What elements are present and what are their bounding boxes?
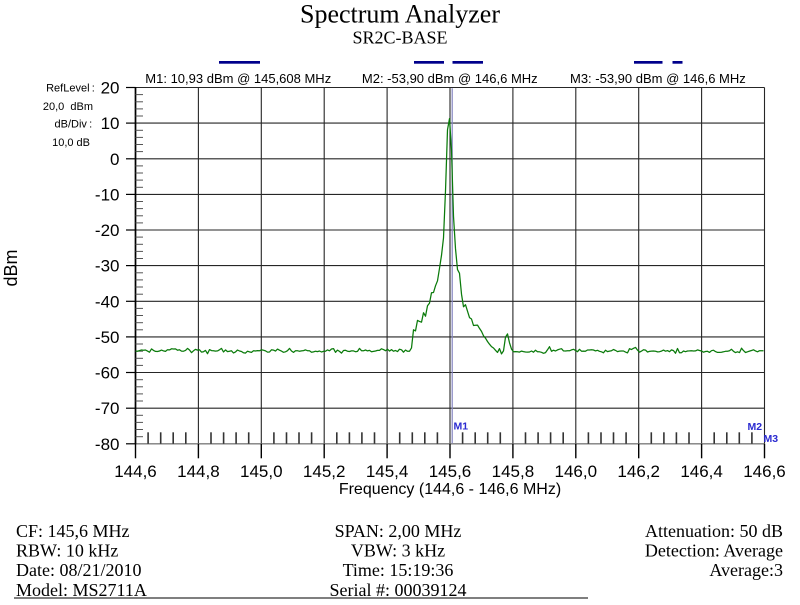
svg-text:144,6: 144,6: [114, 462, 157, 481]
svg-text:Serial #: 00039124: Serial #: 00039124: [330, 580, 467, 600]
svg-text:20,0 dBm: 20,0 dBm: [43, 101, 93, 113]
svg-text:-20: -20: [95, 221, 120, 240]
svg-text:Detection: Average: Detection: Average: [645, 541, 783, 561]
svg-text:146,6: 146,6: [743, 462, 786, 481]
svg-text:Date: 08/21/2010: Date: 08/21/2010: [16, 560, 141, 580]
svg-text:dBm: dBm: [1, 249, 21, 286]
svg-text:-80: -80: [95, 435, 120, 454]
svg-text:146,0: 146,0: [555, 462, 598, 481]
svg-text:Average:3: Average:3: [709, 560, 783, 580]
svg-text:10,0 dB: 10,0 dB: [52, 137, 90, 149]
svg-text:0: 0: [110, 150, 119, 169]
svg-text:M1: M1: [454, 421, 469, 433]
svg-text:20: 20: [101, 79, 120, 98]
svg-text:-50: -50: [95, 328, 120, 347]
svg-text:Frequency (144,6 - 146,6 MHz): Frequency (144,6 - 146,6 MHz): [339, 481, 561, 498]
svg-text:Spectrum Analyzer: Spectrum Analyzer: [300, 0, 500, 29]
svg-text:RBW: 10 kHz: RBW: 10 kHz: [16, 541, 118, 561]
svg-text:M2: -53,90 dBm @ 146,6 MHz: M2: -53,90 dBm @ 146,6 MHz: [362, 71, 538, 86]
svg-text:-70: -70: [95, 399, 120, 418]
svg-text:M3: -53,90 dBm @ 146,6 MHz: M3: -53,90 dBm @ 146,6 MHz: [570, 71, 746, 86]
svg-text:-40: -40: [95, 292, 120, 311]
svg-text:Attenuation: 50 dB: Attenuation: 50 dB: [645, 521, 783, 541]
svg-text:Model: MS2711A: Model: MS2711A: [16, 580, 147, 600]
svg-text:10: 10: [101, 114, 120, 133]
svg-text:144,8: 144,8: [177, 462, 220, 481]
svg-text:145,8: 145,8: [492, 462, 535, 481]
svg-text:-60: -60: [95, 364, 120, 383]
svg-text:RefLevel :: RefLevel :: [46, 83, 95, 95]
svg-text:SPAN: 2,00 MHz: SPAN: 2,00 MHz: [335, 521, 462, 541]
svg-text:-30: -30: [95, 257, 120, 276]
svg-text:146,2: 146,2: [617, 462, 660, 481]
svg-text:Time: 15:19:36: Time: 15:19:36: [343, 560, 454, 580]
svg-text:145,4: 145,4: [366, 462, 409, 481]
svg-text:145,2: 145,2: [303, 462, 346, 481]
svg-text:VBW: 3 kHz: VBW: 3 kHz: [351, 541, 445, 561]
svg-text:M2: M2: [748, 421, 763, 433]
svg-text:146,4: 146,4: [680, 462, 723, 481]
svg-text:M3: M3: [764, 433, 779, 445]
svg-text:-10: -10: [95, 185, 120, 204]
svg-text:M1: 10,93 dBm @ 145,608 MHz: M1: 10,93 dBm @ 145,608 MHz: [145, 71, 331, 86]
svg-text:145,6: 145,6: [429, 462, 472, 481]
svg-text:145,0: 145,0: [240, 462, 283, 481]
svg-text:dB/Div :: dB/Div :: [55, 119, 93, 131]
svg-text:SR2C-BASE: SR2C-BASE: [352, 28, 447, 48]
svg-text:CF: 145,6 MHz: CF: 145,6 MHz: [16, 521, 130, 541]
